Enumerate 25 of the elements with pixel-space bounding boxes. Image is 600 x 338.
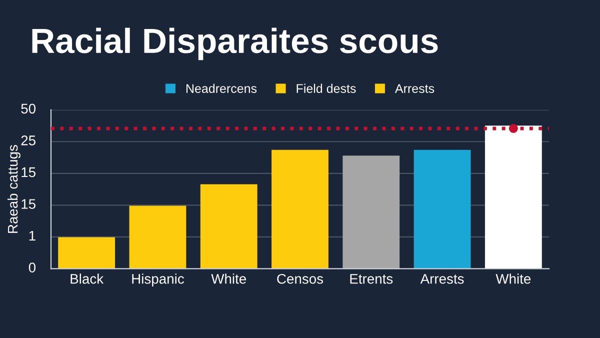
text: 15	[22, 199, 36, 209]
bar	[272, 150, 328, 269]
x-tick-label: White	[211, 274, 246, 284]
x-tick-label: Hispanic	[132, 274, 184, 287]
legend-label: Arrests	[394, 84, 434, 93]
chart-title: Racial Disparaites scous	[32, 28, 438, 60]
bar	[342, 156, 400, 269]
legend-label: Field dests	[296, 84, 356, 93]
x-tick-label: White	[496, 274, 531, 284]
bar	[129, 206, 186, 269]
bar	[200, 184, 258, 269]
x-tick-label: Censos	[277, 274, 324, 284]
bar	[58, 237, 116, 269]
text: 25	[21, 136, 36, 146]
x-tick-label: Black	[70, 274, 104, 284]
text: 50	[21, 104, 36, 114]
text: 1	[29, 230, 36, 241]
x-tick-label: Arrests	[420, 274, 464, 284]
bar	[414, 150, 471, 269]
text: 15	[22, 167, 36, 178]
x-tick-label: Etrents	[350, 274, 393, 284]
legend-label: Neadrercens	[186, 84, 257, 93]
bar	[484, 126, 542, 269]
text: 0	[28, 262, 36, 272]
y-axis-title: Raeab cattugs	[7, 144, 20, 233]
